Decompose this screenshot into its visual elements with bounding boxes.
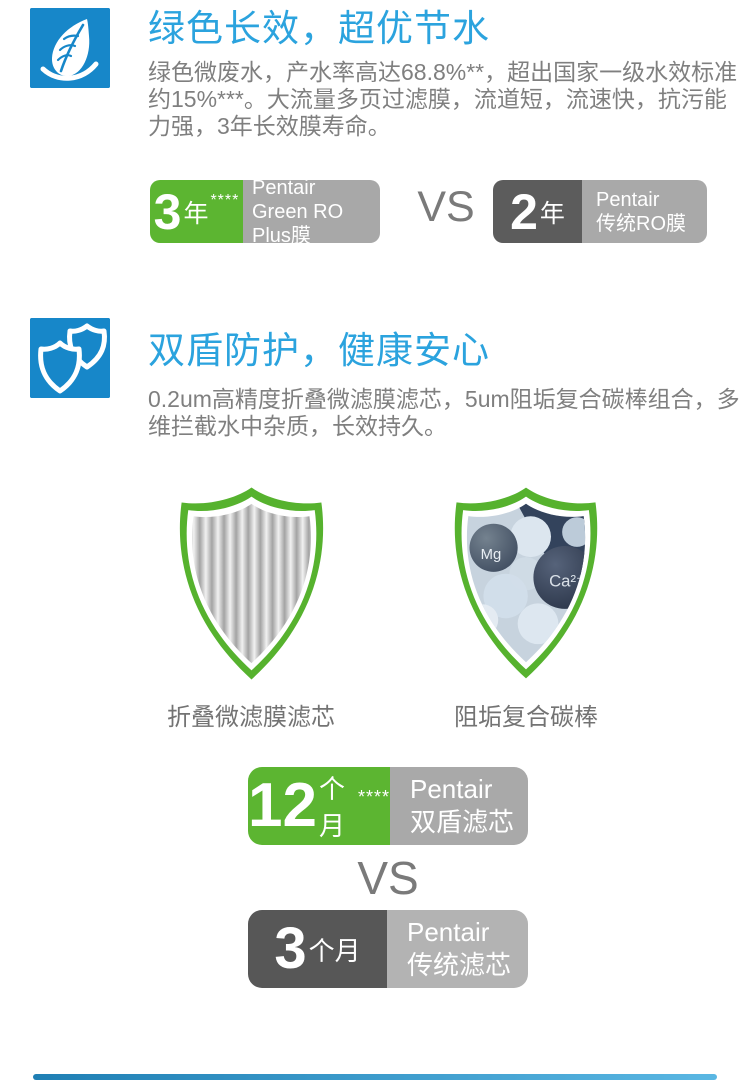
carbon-block-label: 阻垢复合碳棒 bbox=[454, 704, 598, 731]
section2-title: 双盾防护，健康安心 bbox=[148, 330, 490, 371]
membrane-years-unit: 年 bbox=[539, 199, 565, 228]
section1-body: 绿色微废水，产水率高达68.8%**，超出国家一级水效标准 约15%***。大流… bbox=[148, 59, 738, 140]
filter-badge-traditional-value: 3 个月 bbox=[248, 910, 387, 988]
membrane-years-unit: 年 bbox=[183, 199, 209, 228]
carbon-block-shield-graphic: Mg Ca²⁺ bbox=[438, 481, 614, 690]
membrane-badge-traditional: 2 年 Pentair 传统RO膜 bbox=[493, 180, 707, 243]
filter-months-unit: 个月 bbox=[318, 774, 345, 841]
filter-badge-pentair-value: 12 个月 **** bbox=[248, 767, 390, 845]
section2-body: 0.2um高精度折叠微滤膜滤芯，5um阻垢复合碳棒组合，多 维拦截水中杂质，长效… bbox=[148, 386, 740, 440]
section1-body-line2: 约15%***。大流量多页过滤膜，流道短，流速快，抗污能 bbox=[148, 86, 727, 112]
pleated-filter-shield-graphic bbox=[163, 481, 340, 691]
membrane-badge-traditional-value: 2 年 bbox=[493, 180, 582, 243]
section1-body-line3: 力强，3年长效膜寿命。 bbox=[148, 113, 391, 139]
brand-name: Pentair bbox=[407, 917, 490, 947]
brand-name: Pentair bbox=[410, 774, 493, 804]
membrane-years-number: 2 bbox=[510, 183, 538, 240]
membrane-badge-pentair: 3 年 **** Pentair Green RO Plus膜 bbox=[150, 180, 380, 243]
brand-name: Pentair bbox=[596, 188, 660, 211]
mg-annotation: Mg bbox=[481, 547, 502, 563]
double-shield-icon-graphic bbox=[30, 318, 110, 398]
product-name: Green RO Plus膜 bbox=[252, 200, 344, 244]
membrane-badge-traditional-name: Pentair 传统RO膜 bbox=[582, 180, 707, 243]
leaf-icon-graphic bbox=[30, 8, 110, 88]
brand-name: Pentair bbox=[252, 180, 316, 199]
page-bottom-accent bbox=[33, 1074, 717, 1080]
section1-body-line1: 绿色微废水，产水率高达68.8%**，超出国家一级水效标准 bbox=[148, 59, 738, 85]
filter-badge-traditional-name: Pentair 传统滤芯 bbox=[387, 910, 528, 988]
membrane-badge-pentair-value: 3 年 **** bbox=[150, 180, 243, 243]
product-name: 双盾滤芯 bbox=[410, 807, 515, 837]
filter-badge-pentair: 12 个月 **** Pentair 双盾滤芯 bbox=[248, 767, 528, 845]
section2-body-line2: 维拦截水中杂质，长效持久。 bbox=[148, 413, 447, 439]
footnote-stars: **** bbox=[210, 191, 240, 209]
vs-label-filter: VS bbox=[357, 852, 419, 904]
membrane-years-number: 3 bbox=[153, 183, 182, 240]
footnote-stars: **** bbox=[357, 786, 390, 807]
pleated-filter-label: 折叠微滤膜滤芯 bbox=[167, 704, 335, 731]
product-name: 传统RO膜 bbox=[596, 212, 686, 235]
membrane-badge-pentair-name: Pentair Green RO Plus膜 bbox=[243, 180, 380, 243]
filter-months-unit: 个月 bbox=[308, 935, 361, 966]
vs-label-membrane: VS bbox=[417, 183, 475, 231]
section1-title: 绿色长效，超优节水 bbox=[148, 8, 490, 49]
filter-badge-traditional: 3 个月 Pentair 传统滤芯 bbox=[248, 910, 528, 988]
filter-months-number: 3 bbox=[274, 916, 307, 981]
double-shield-icon bbox=[30, 318, 110, 398]
section2-body-line1: 0.2um高精度折叠微滤膜滤芯，5um阻垢复合碳棒组合，多 bbox=[148, 386, 740, 412]
filter-months-number: 12 bbox=[248, 771, 317, 840]
leaf-icon bbox=[30, 8, 110, 88]
ca-annotation: Ca²⁺ bbox=[549, 572, 585, 591]
product-name: 传统滤芯 bbox=[407, 950, 512, 980]
filter-badge-pentair-name: Pentair 双盾滤芯 bbox=[390, 767, 528, 845]
